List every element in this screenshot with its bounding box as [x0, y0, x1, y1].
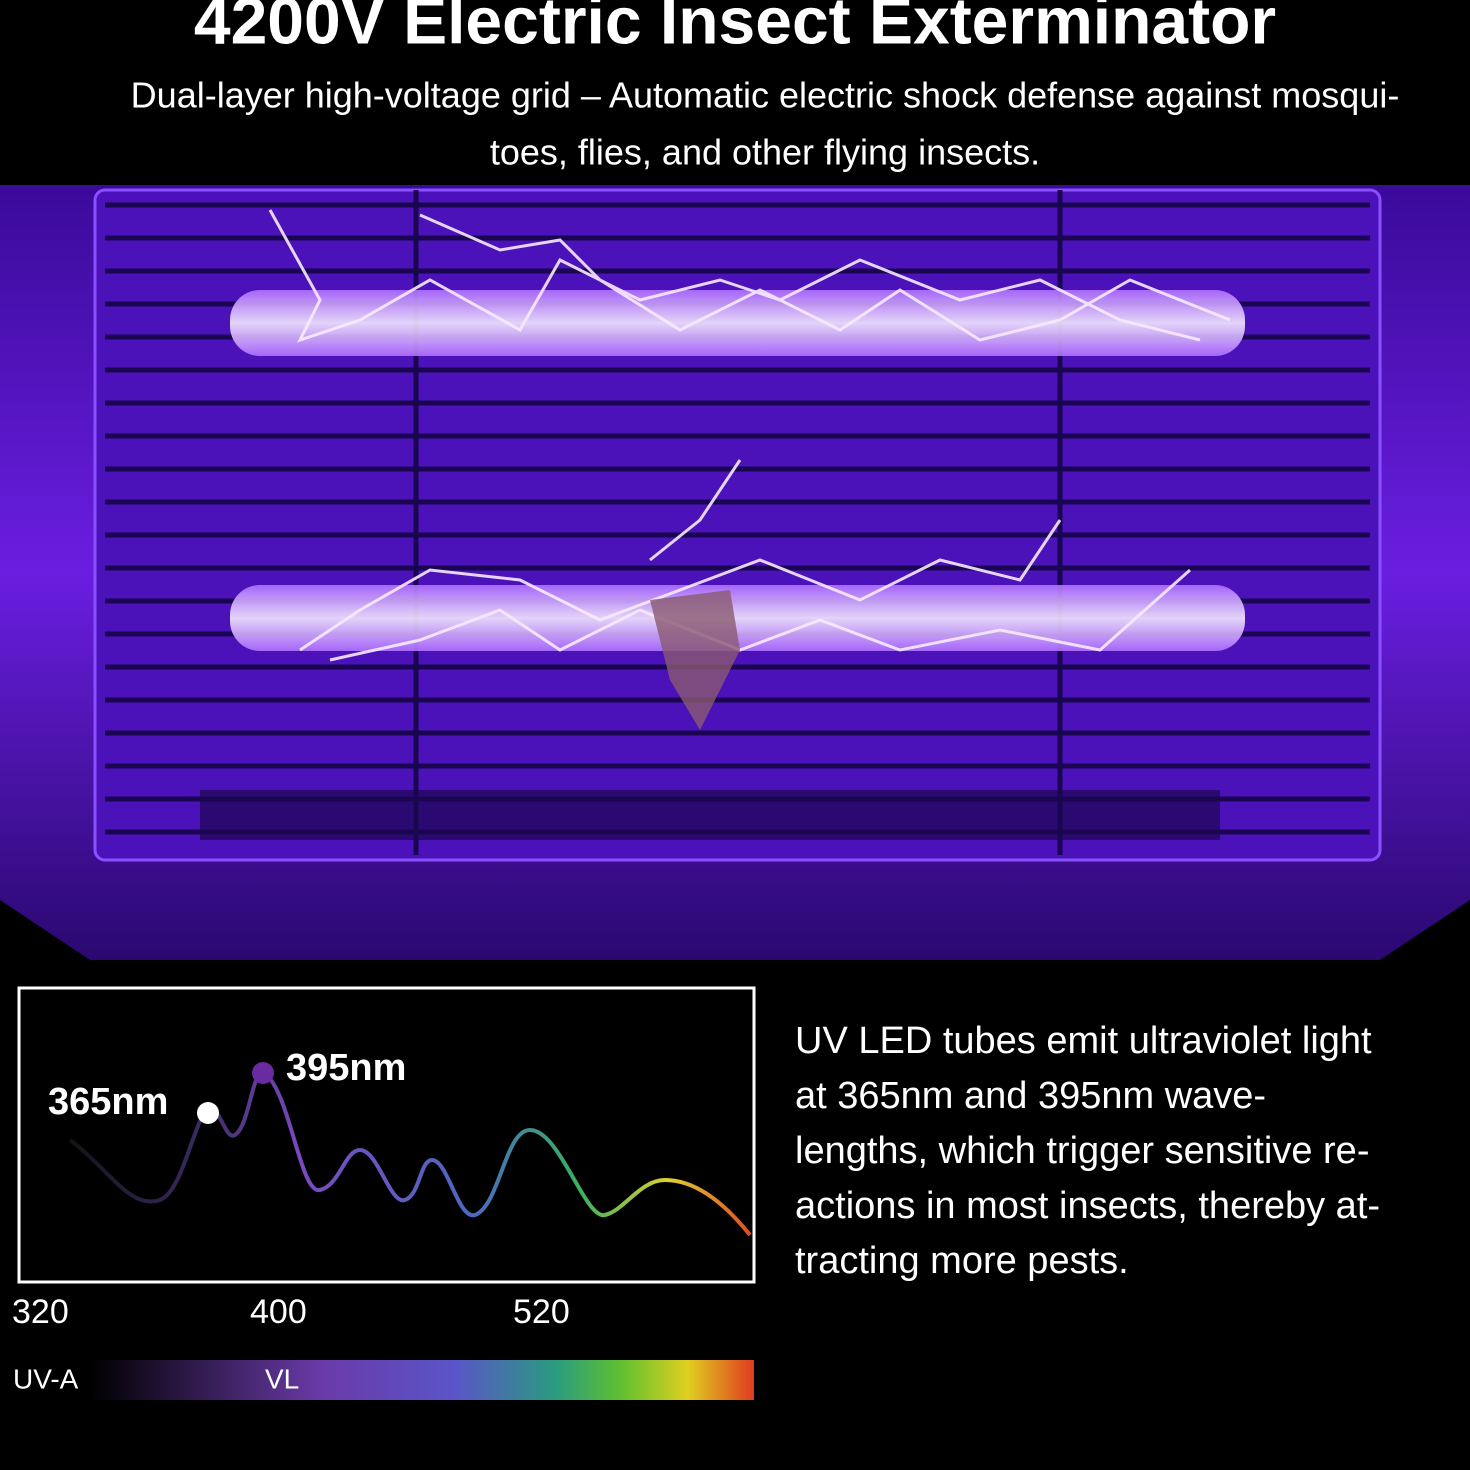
- spectrum-graphic: 365nm 395nm 320 400 520 UV-A VL: [12, 986, 756, 1400]
- peak-label: 395nm: [286, 1047, 406, 1089]
- description-line: lengths, which trigger sensitive re-: [795, 1130, 1369, 1172]
- scale-label: 520: [513, 1293, 570, 1331]
- description-line: UV LED tubes emit ultraviolet light: [795, 1020, 1372, 1062]
- subtitle: Dual-layer high-voltage grid – Automatic…: [131, 75, 1400, 116]
- description-line: tracting more pests.: [795, 1240, 1129, 1282]
- band-label: UV-A: [13, 1363, 79, 1394]
- title: 4200V Electric Insect Exterminator: [194, 0, 1276, 57]
- description-line: actions in most insects, thereby at-: [795, 1185, 1380, 1227]
- band-label: VL: [265, 1363, 299, 1394]
- description-line: at 365nm and 395nm wave-: [795, 1075, 1266, 1117]
- scale-label: 320: [12, 1293, 69, 1331]
- subtitle: toes, flies, and other flying insects.: [490, 132, 1040, 173]
- scale-label: 400: [250, 1293, 307, 1331]
- device-image: [0, 185, 1470, 960]
- description: UV LED tubes emit ultraviolet light at 36…: [795, 1020, 1380, 1282]
- peak-label: 365nm: [48, 1081, 168, 1123]
